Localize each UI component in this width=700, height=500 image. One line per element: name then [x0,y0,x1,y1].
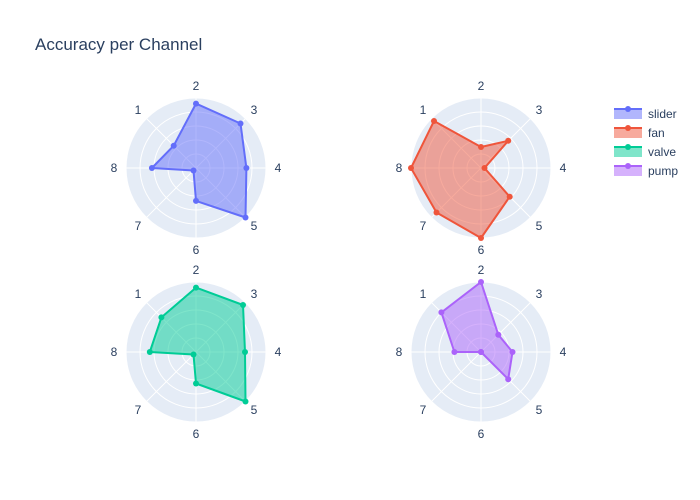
data-point-fan [478,235,484,241]
angular-tick-label: 3 [251,103,258,117]
legend-marker [625,106,631,112]
angular-tick-label: 1 [420,103,427,117]
angular-tick-label: 2 [193,79,200,93]
data-point-valve [190,351,197,358]
data-point-valve [240,302,246,308]
legend-label: fan [648,126,665,140]
legend-marker [625,144,631,150]
angular-tick-label: 7 [420,219,427,233]
legend[interactable]: slider fan valve pump [614,106,678,178]
data-point-fan [505,137,512,144]
data-point-slider [242,214,249,221]
angular-tick-label: 8 [396,345,403,359]
data-point-valve [193,284,199,291]
data-point-valve [146,349,153,355]
angular-tick-label: 1 [420,287,427,301]
legend-swatch [614,128,642,138]
angular-tick-label: 4 [275,161,282,175]
angular-gridline [146,167,197,218]
data-point-fan [478,144,484,150]
series-area-pump [440,281,514,381]
data-point-slider [243,165,250,171]
data-point-valve [242,349,248,355]
angular-tick-label: 1 [135,103,142,117]
data-point-slider [170,142,177,149]
angular-gridline [431,351,482,402]
angular-tick-label: 6 [478,243,485,257]
angular-tick-label: 7 [135,403,142,417]
data-point-pump [495,331,502,338]
data-point-fan [481,165,488,171]
angular-gridline [146,351,197,402]
angular-tick-label: 8 [396,161,403,175]
legend-label: valve [648,145,676,159]
data-point-valve [193,380,199,387]
legend-item-pump[interactable]: pump [614,163,678,178]
data-point-pump [478,279,484,285]
chart-title: Accuracy per Channel [35,35,202,54]
polar-subplot-valve: 1 2 3 4 5 6 7 8 [111,263,282,441]
data-point-slider [190,167,197,174]
angular-tick-label: 8 [111,345,118,359]
data-point-slider [148,165,155,171]
legend-marker [625,163,631,169]
polar-subplot-pump: 1 2 3 4 5 6 7 8 [396,263,567,441]
legend-item-slider[interactable]: slider [614,106,677,121]
angular-tick-label: 2 [193,263,200,277]
polar-subplots: 1 2 3 4 5 6 7 8 1 2 3 4 5 6 7 8 1 2 3 4 5 6 7 8 1 2 3 4 5 6 7 8 [111,79,567,441]
angular-tick-label: 4 [560,161,567,175]
legend-swatch [614,109,642,119]
data-point-valve [158,314,165,321]
data-point-fan [506,193,513,200]
angular-tick-label: 5 [536,219,543,233]
angular-tick-label: 5 [251,219,258,233]
polar-subplot-slider: 1 2 3 4 5 6 7 8 [111,79,282,257]
angular-tick-label: 3 [536,103,543,117]
angular-tick-label: 2 [478,79,485,93]
angular-tick-label: 6 [193,427,200,441]
data-point-slider [193,100,199,107]
data-point-pump [451,349,458,355]
data-point-pump [509,349,516,355]
legend-item-fan[interactable]: fan [614,125,665,140]
data-point-fan [433,209,440,216]
angular-tick-label: 4 [275,345,282,359]
angular-tick-label: 3 [251,287,258,301]
angular-tick-label: 4 [560,345,567,359]
angular-tick-label: 7 [135,219,142,233]
angular-tick-label: 6 [478,427,485,441]
angular-tick-label: 2 [478,263,485,277]
legend-item-valve[interactable]: valve [614,144,676,159]
angular-tick-label: 7 [420,403,427,417]
legend-label: pump [648,164,678,178]
data-point-pump [478,349,484,355]
legend-swatch [614,147,642,157]
angular-tick-label: 6 [193,243,200,257]
data-point-fan [408,165,414,171]
angular-tick-label: 3 [536,287,543,301]
legend-marker [625,125,631,131]
angular-tick-label: 8 [111,161,118,175]
polar-subplot-fan: 1 2 3 4 5 6 7 8 [396,79,567,257]
data-point-slider [193,197,199,204]
data-point-pump [505,376,512,383]
angular-tick-label: 1 [135,287,142,301]
data-point-valve [242,398,249,405]
legend-swatch [614,166,642,176]
angular-tick-label: 5 [251,403,258,417]
data-point-pump [438,309,445,316]
legend-label: slider [648,107,677,121]
data-point-slider [237,120,244,127]
angular-tick-label: 5 [536,403,543,417]
data-point-fan [431,118,437,124]
